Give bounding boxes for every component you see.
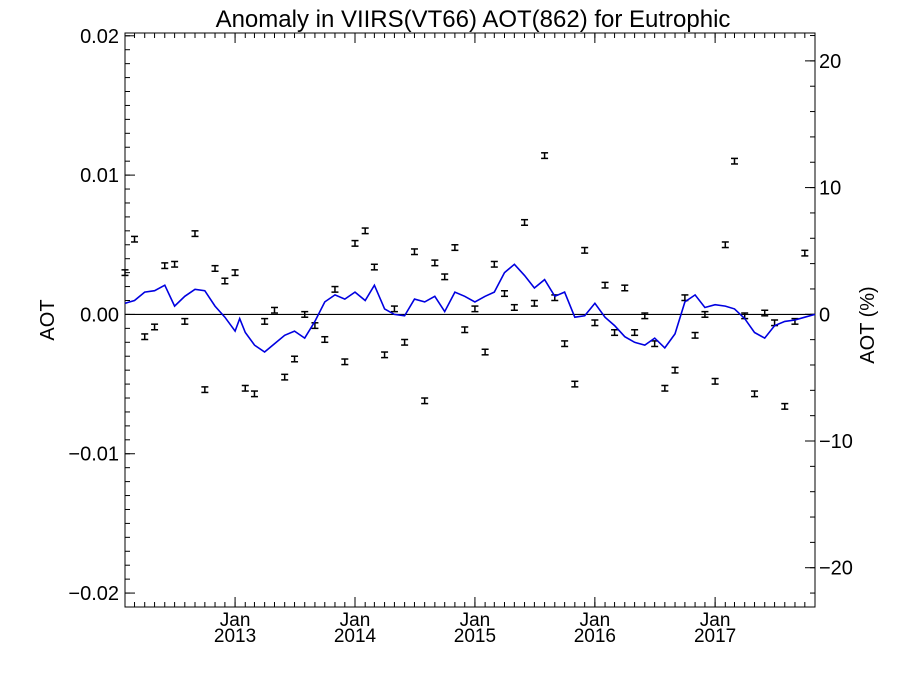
anomaly-point bbox=[490, 260, 498, 268]
anomaly-point bbox=[591, 319, 599, 327]
anomaly-point bbox=[271, 306, 278, 314]
anomaly-point bbox=[761, 309, 769, 317]
y-tick-label: −0.01 bbox=[68, 444, 119, 466]
x-tick-year: 2015 bbox=[454, 626, 496, 647]
y2-tick-label: −10 bbox=[819, 431, 853, 453]
anomaly-point bbox=[291, 355, 299, 363]
anomaly-point bbox=[221, 277, 229, 285]
y-axis-label: AOT bbox=[37, 299, 59, 340]
anomaly-point bbox=[621, 284, 629, 292]
anomaly-point bbox=[661, 384, 669, 392]
anomaly-point bbox=[671, 366, 679, 374]
chart-title: Anomaly in VIIRS(VT66) AOT(862) for Eutr… bbox=[216, 6, 731, 33]
anomaly-point bbox=[611, 329, 619, 337]
anomaly-point bbox=[401, 338, 409, 346]
y2-tick-label: 10 bbox=[819, 178, 841, 200]
anomaly-point bbox=[281, 373, 289, 381]
y-tick-label: −0.02 bbox=[68, 583, 119, 605]
anomaly-point bbox=[711, 377, 719, 385]
y2-axis-label: AOT (%) bbox=[857, 286, 879, 363]
anomaly-point bbox=[441, 273, 449, 281]
minor-ticks bbox=[124, 33, 816, 607]
anomaly-point bbox=[250, 390, 258, 398]
y2-tick-label: −20 bbox=[819, 558, 853, 580]
plot-frame bbox=[124, 32, 816, 608]
anomaly-point bbox=[381, 351, 389, 359]
anomaly-point bbox=[171, 260, 179, 268]
y-tick-label: 0.00 bbox=[80, 304, 119, 326]
anomaly-point bbox=[131, 235, 139, 243]
anomaly-point bbox=[530, 299, 538, 307]
anomaly-point bbox=[301, 310, 309, 318]
anomaly-points bbox=[121, 152, 809, 410]
anomaly-point bbox=[561, 340, 569, 348]
x-tick-year: 2014 bbox=[334, 626, 377, 647]
anomaly-point bbox=[481, 348, 489, 356]
anomaly-point bbox=[191, 230, 199, 238]
anomaly-point bbox=[431, 259, 439, 267]
anomaly-point bbox=[781, 402, 789, 410]
anomaly-point bbox=[231, 269, 239, 277]
anomaly-point bbox=[181, 317, 189, 325]
anomaly-point bbox=[410, 248, 418, 256]
anomaly-point bbox=[721, 241, 729, 249]
y-tick-label: 0.02 bbox=[80, 26, 119, 48]
anomaly-point bbox=[461, 326, 469, 334]
anomaly-point bbox=[471, 305, 479, 313]
anomaly-point bbox=[731, 157, 738, 165]
anomaly-point bbox=[421, 397, 429, 405]
anomaly-point bbox=[581, 246, 589, 254]
anomaly-point bbox=[521, 218, 529, 227]
anomaly-point bbox=[121, 269, 129, 277]
anomaly-point bbox=[601, 281, 609, 289]
anomaly-point bbox=[641, 312, 649, 320]
anomaly-point bbox=[510, 303, 518, 311]
x-tick-month: Jan bbox=[460, 610, 491, 631]
y2-tick-label: 20 bbox=[819, 51, 841, 73]
anomaly-point bbox=[370, 263, 378, 271]
anomaly-point bbox=[631, 329, 639, 337]
x-tick-month: Jan bbox=[340, 610, 371, 631]
anomaly-point bbox=[321, 335, 329, 344]
y-tick-label: 0.01 bbox=[80, 165, 119, 187]
anomaly-point bbox=[361, 227, 369, 235]
right-axis-ticks: 20 10 0 −10 −20 bbox=[805, 51, 853, 580]
anomaly-point bbox=[571, 380, 579, 388]
anomaly-point bbox=[501, 289, 508, 298]
x-tick-month: Jan bbox=[700, 610, 731, 631]
anomaly-point bbox=[390, 305, 398, 313]
anomaly-point bbox=[151, 323, 159, 331]
anomaly-point bbox=[261, 317, 269, 325]
x-tick-year: 2016 bbox=[574, 626, 616, 647]
anomaly-point bbox=[351, 239, 359, 247]
anomaly-point bbox=[651, 340, 659, 348]
anomaly-point bbox=[161, 262, 169, 270]
x-tick-month: Jan bbox=[580, 610, 611, 631]
anomaly-point bbox=[141, 333, 149, 341]
anomaly-point bbox=[211, 264, 219, 272]
anomaly-point bbox=[691, 331, 699, 339]
anomaly-point bbox=[801, 249, 809, 257]
anomaly-point bbox=[331, 285, 339, 293]
left-axis-ticks: 0.02 0.01 0.00 −0.01 −0.02 bbox=[68, 26, 135, 605]
anomaly-point bbox=[451, 244, 459, 252]
y2-tick-label: 0 bbox=[819, 304, 830, 326]
smoothed-anomaly-line bbox=[124, 263, 816, 354]
anomaly-point bbox=[751, 390, 759, 398]
anomaly-point bbox=[541, 152, 549, 160]
anomaly-point bbox=[341, 358, 349, 366]
x-tick-year: 2013 bbox=[214, 626, 256, 647]
anomaly-point bbox=[241, 384, 249, 392]
anomaly-point bbox=[701, 310, 709, 318]
x-tick-month: Jan bbox=[220, 610, 251, 631]
x-tick-year: 2017 bbox=[694, 626, 736, 647]
anomaly-point bbox=[201, 386, 209, 394]
